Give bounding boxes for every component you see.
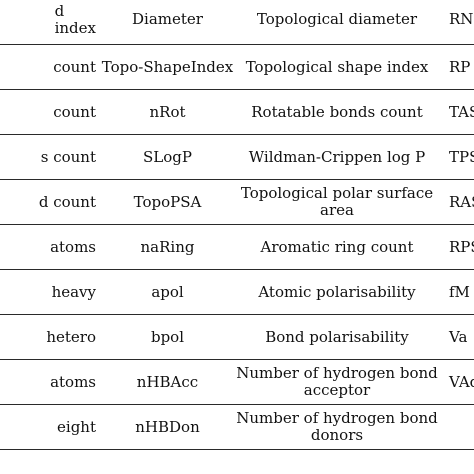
cell-descriptor-description: eight bbox=[0, 404, 100, 450]
cell-next-descriptor: fM bbox=[439, 269, 474, 315]
cell-descriptor-meaning: Wildman-Crippen log P bbox=[235, 134, 439, 180]
cell-descriptor-name: bpol bbox=[100, 314, 235, 360]
table-row: count Topo-ShapeIndex Topological shape … bbox=[0, 44, 474, 90]
cell-next-descriptor: TAS bbox=[439, 89, 474, 135]
table-row: heavy apol Atomic polarisability fM bbox=[0, 269, 474, 315]
cell-descriptor-meaning: Topological diameter bbox=[235, 0, 439, 45]
cell-descriptor-name: nRot bbox=[100, 89, 235, 135]
cell-descriptor-description: count bbox=[0, 89, 100, 135]
cell-next-descriptor bbox=[439, 404, 474, 450]
cell-descriptor-name: TopoPSA bbox=[100, 179, 235, 225]
cell-descriptor-name: Diameter bbox=[100, 0, 235, 45]
cell-next-descriptor: RP bbox=[439, 44, 474, 90]
cell-descriptor-meaning: Rotatable bonds count bbox=[235, 89, 439, 135]
cell-next-descriptor: RPS bbox=[439, 224, 474, 270]
descriptor-table: d index Diameter Topological diameter RN… bbox=[0, 0, 474, 450]
table-row: eight nHBDon Number of hydrogen bond don… bbox=[0, 404, 474, 450]
table-row: atoms naRing Aromatic ring count RPS bbox=[0, 224, 474, 270]
cell-descriptor-name: SLogP bbox=[100, 134, 235, 180]
cell-descriptor-description: atoms bbox=[0, 224, 100, 270]
cell-descriptor-name: naRing bbox=[100, 224, 235, 270]
cell-descriptor-description: atoms bbox=[0, 359, 100, 405]
cell-descriptor-description: heavy bbox=[0, 269, 100, 315]
table-row: d index Diameter Topological diameter RN bbox=[0, 0, 474, 45]
cell-next-descriptor: TPS bbox=[439, 134, 474, 180]
cell-descriptor-meaning: Aromatic ring count bbox=[235, 224, 439, 270]
cell-next-descriptor: RAS bbox=[439, 179, 474, 225]
table-row: atoms nHBAcc Number of hydrogen bond acc… bbox=[0, 359, 474, 405]
cell-descriptor-description: hetero bbox=[0, 314, 100, 360]
table-row: s count SLogP Wildman-Crippen log P TPS bbox=[0, 134, 474, 180]
cell-descriptor-meaning: Bond polarisability bbox=[235, 314, 439, 360]
cell-descriptor-description: count bbox=[0, 44, 100, 90]
cell-descriptor-description: d index bbox=[0, 0, 100, 45]
cell-descriptor-meaning: Number of hydrogen bond acceptor bbox=[235, 359, 439, 405]
cell-descriptor-name: Topo-ShapeIndex bbox=[100, 44, 235, 90]
description-line: index bbox=[54, 18, 96, 37]
table-row: hetero bpol Bond polarisability Va bbox=[0, 314, 474, 360]
cell-descriptor-meaning: Number of hydrogen bond donors bbox=[235, 404, 439, 450]
table-row: count nRot Rotatable bonds count TAS bbox=[0, 89, 474, 135]
cell-next-descriptor: VAdj bbox=[439, 359, 474, 405]
cell-next-descriptor: RN bbox=[439, 0, 474, 45]
description-text: d index bbox=[54, 1, 96, 37]
cell-descriptor-name: nHBDon bbox=[100, 404, 235, 450]
table-row: d count TopoPSA Topological polar surfac… bbox=[0, 179, 474, 225]
cell-next-descriptor: Va bbox=[439, 314, 474, 360]
cell-descriptor-description: s count bbox=[0, 134, 100, 180]
cell-descriptor-description: d count bbox=[0, 179, 100, 225]
cell-descriptor-name: apol bbox=[100, 269, 235, 315]
cell-descriptor-meaning: Topological polar surface area bbox=[235, 179, 439, 225]
description-line: d bbox=[54, 1, 65, 20]
cell-descriptor-meaning: Topological shape index bbox=[235, 44, 439, 90]
cell-descriptor-name: nHBAcc bbox=[100, 359, 235, 405]
cell-descriptor-meaning: Atomic polarisability bbox=[235, 269, 439, 315]
